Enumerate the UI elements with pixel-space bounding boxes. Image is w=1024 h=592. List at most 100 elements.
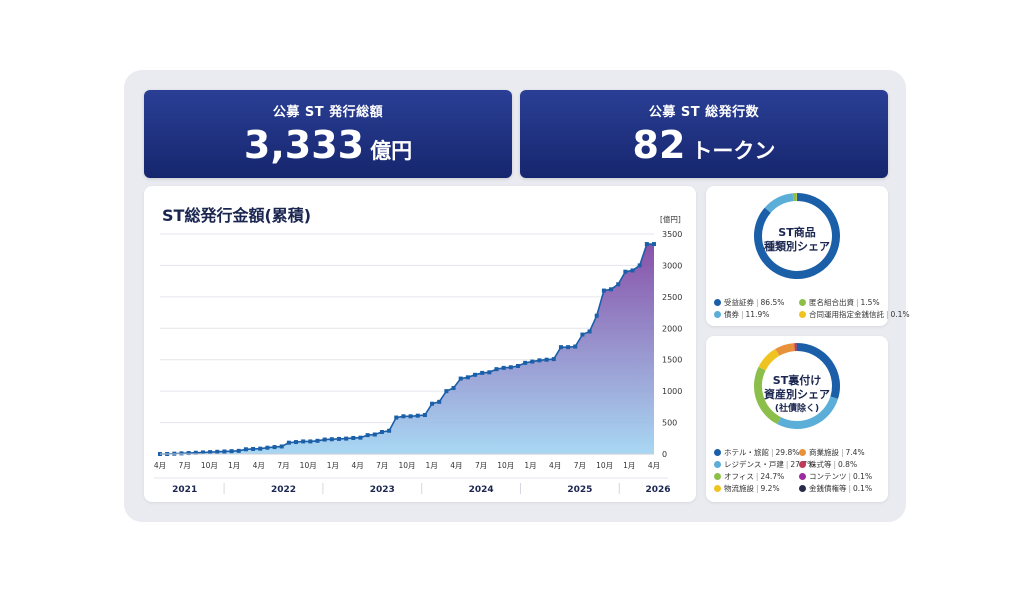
asset-share-card: ST裏付け 資産別シェア (社債除く) ホテル・旅館 | 29.8% 商業施設 | 7.4… (706, 336, 888, 502)
legend-separator: | (848, 471, 852, 481)
data-point (551, 357, 556, 362)
data-point (523, 360, 528, 365)
y-tick-label: 1000 (662, 387, 682, 396)
legend-swatch (714, 448, 721, 456)
legend-separator: | (833, 459, 837, 469)
x-tick-label: 10月 (398, 461, 415, 470)
data-point (387, 428, 392, 433)
x-tick-label: 4月 (253, 461, 265, 470)
legend-separator: | (741, 309, 744, 319)
data-point (444, 389, 449, 394)
y-tick-label: 1500 (662, 356, 682, 365)
product-share-legend: 受益証券 | 86.5% 匿名組合出資 | 1.5% 債券 | 11.9% 合同運用指定金銭信託 |… (714, 296, 910, 320)
data-point (179, 451, 184, 456)
legend-swatch (714, 472, 721, 480)
data-point (286, 440, 291, 445)
legend-separator: | (785, 459, 789, 469)
legend-label: レジデンス・戸建 (724, 459, 784, 469)
legend-label: 商業施設 (809, 447, 839, 457)
x-tick-label: 1月 (327, 461, 339, 470)
y-tick-label: 3500 (662, 230, 682, 239)
legend-separator: | (756, 297, 759, 307)
dashboard-panel: 公募 ST 発行総額 3,333 億円 公募 ST 総発行数 82 トークン ST総… (124, 70, 910, 522)
data-point (601, 288, 606, 293)
x-tick-label: 4月 (450, 461, 462, 470)
data-point (329, 437, 334, 442)
data-point (186, 451, 191, 456)
x-tick-label: 7月 (376, 461, 388, 470)
data-point (473, 372, 478, 377)
donut-slice (777, 396, 839, 429)
product-share-card: ST商品 種類別シェア 受益証券 | 86.5% 匿名組合出資 | 1.5% 債券 | 11.9… (706, 186, 910, 326)
legend-swatch (714, 484, 721, 492)
data-point (644, 242, 649, 247)
data-point (465, 375, 470, 380)
x-tick-label: 7月 (574, 461, 586, 470)
data-point (609, 287, 614, 292)
legend-label: 合同運用指定金銭信託 (809, 309, 884, 319)
data-point (508, 365, 513, 370)
year-label: 2021 (172, 485, 197, 495)
data-point (637, 263, 642, 268)
legend-swatch (714, 460, 721, 468)
legend-label: 匿名組合出資 (809, 297, 854, 307)
year-label: 2022 (271, 485, 296, 495)
legend-value: 0.1% (890, 309, 910, 319)
donut-slice (764, 193, 794, 214)
legend-label: 株式等 (809, 459, 832, 469)
year-label: 2024 (469, 485, 494, 495)
legend-row: オフィス | 24.7% コンテンツ | 0.1% (714, 470, 884, 482)
legend-item: 匿名組合出資 | 1.5% (799, 297, 884, 308)
donut-slice (758, 348, 780, 371)
legend-item: 物流施設 | 9.2% (714, 483, 799, 494)
legend-label: オフィス (724, 471, 754, 481)
data-point (580, 332, 585, 337)
legend-item: レジデンス・戸建|27.7% (714, 459, 814, 470)
y-tick-label: 0 (662, 450, 667, 459)
x-tick-label: 7月 (475, 461, 487, 470)
data-point (652, 242, 656, 247)
legend-separator: | (856, 297, 859, 307)
kpi-unit: 億円 (370, 139, 413, 163)
data-point (408, 414, 413, 419)
data-point (379, 430, 384, 434)
legend-swatch (714, 310, 721, 318)
legend-item: オフィス | 24.7% (714, 471, 799, 482)
data-point (530, 359, 535, 364)
x-tick-label: 1月 (426, 461, 438, 470)
legend-item: 商業施設 | 7.4% (799, 447, 884, 458)
legend-label: 債券 (724, 309, 739, 319)
legend-separator: | (886, 309, 889, 319)
x-tick-label: 1月 (228, 461, 240, 470)
legend-swatch (799, 310, 806, 318)
kpi-label: 公募 ST 発行総額 (272, 105, 384, 120)
y-tick-label: 3000 (662, 261, 682, 270)
donut-title: ST商品 種類別シェア (764, 226, 830, 253)
kpi-label: 公募 ST 総発行数 (648, 105, 760, 120)
data-point (351, 435, 356, 440)
y-axis-label: [億円] (660, 214, 681, 224)
data-point (272, 445, 277, 450)
legend-swatch (799, 298, 806, 306)
data-point (236, 448, 241, 453)
x-tick-label: 10月 (300, 461, 317, 470)
legend-label: ホテル・旅館 (724, 447, 769, 457)
data-point (365, 433, 370, 438)
legend-value: 86.5% (760, 297, 785, 307)
data-point (487, 370, 492, 375)
legend-swatch (799, 448, 806, 456)
legend-row: ホテル・旅館 | 29.8% 商業施設 | 7.4% (714, 446, 884, 458)
kpi-unit: トークン (691, 139, 776, 163)
kpi-value: 3,333 億円 (243, 123, 413, 167)
data-point (193, 450, 198, 455)
data-point (544, 357, 549, 362)
data-point (630, 268, 635, 273)
legend-row: 受益証券 | 86.5% 匿名組合出資 | 1.5% (714, 296, 884, 308)
y-tick-label: 500 (662, 419, 677, 428)
data-point (322, 437, 327, 442)
legend-label: 物流施設 (724, 483, 754, 493)
legend-separator: | (755, 471, 759, 481)
data-point (501, 365, 506, 370)
kpi-value: 82 トークン (632, 123, 776, 167)
legend-label: 金銭債権等 (809, 483, 847, 493)
